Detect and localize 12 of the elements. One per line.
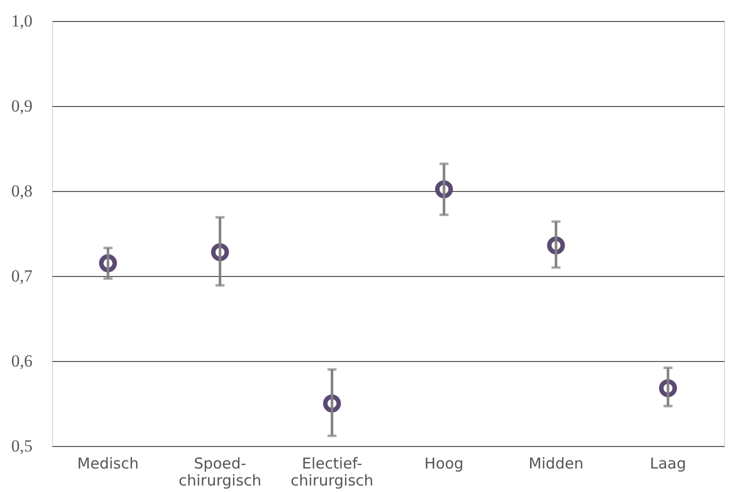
y-tick-label: 0,9 xyxy=(11,96,32,116)
y-tick-label: 0,7 xyxy=(11,266,33,286)
y-tick-label: 0,8 xyxy=(11,182,32,200)
y-tick-label: 0,5 xyxy=(11,436,32,456)
y-tick-label: 1,0 xyxy=(11,12,32,30)
x-tick-label: Midden xyxy=(528,454,584,472)
x-tick-label: Electief- chirurgisch xyxy=(290,454,374,490)
x-tick-label: Medisch xyxy=(77,454,139,472)
x-tick-label: Laag xyxy=(650,454,686,472)
x-tick-label: Hoog xyxy=(424,454,464,472)
y-tick-label: 0,6 xyxy=(11,352,32,370)
x-tick-label: Spoed- chirurgisch xyxy=(178,454,262,490)
